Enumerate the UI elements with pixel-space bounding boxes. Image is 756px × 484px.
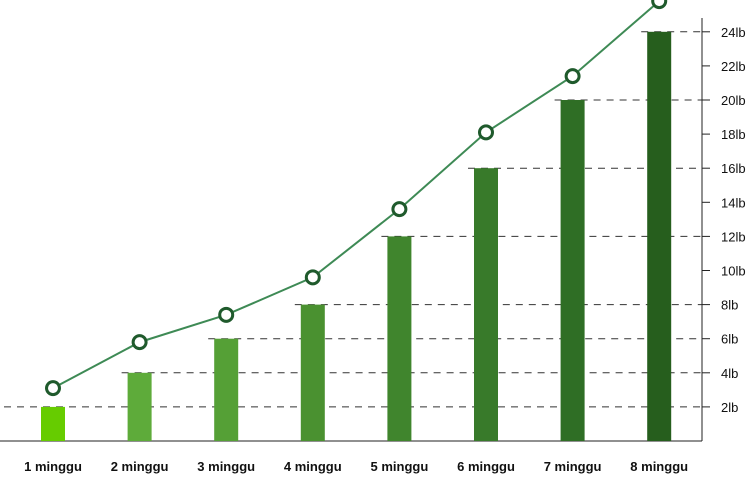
bar-8 xyxy=(647,31,672,442)
y-tick-label: 6lb xyxy=(721,332,738,347)
line-point-4 xyxy=(304,269,321,286)
x-tick-label: 2 minggu xyxy=(111,459,169,474)
x-tick-label: 8 minggu xyxy=(630,459,688,474)
y-tick-label: 22lb xyxy=(721,59,746,74)
x-tick-label: 3 minggu xyxy=(197,459,255,474)
y-tick-label: 20lb xyxy=(721,93,746,108)
bar-4 xyxy=(300,304,325,441)
line-point-2 xyxy=(131,334,148,351)
y-tick-label: 12lb xyxy=(721,229,746,244)
line-point-8 xyxy=(651,0,668,10)
line-point-6 xyxy=(478,124,494,141)
bar-6 xyxy=(474,168,498,441)
bar-series xyxy=(41,31,672,442)
y-tick-label: 8lb xyxy=(721,298,738,313)
y-tick-label: 18lb xyxy=(721,127,746,142)
x-tick-label: 6 minggu xyxy=(457,459,515,474)
line-point-3 xyxy=(218,306,235,323)
bar-5 xyxy=(387,236,412,441)
bar-1 xyxy=(41,406,65,441)
y-tick-label: 4lb xyxy=(721,366,738,381)
trend-line xyxy=(52,0,660,390)
bar-2 xyxy=(127,372,152,441)
line-point-7 xyxy=(564,68,581,85)
y-tick-label: 16lb xyxy=(721,161,746,176)
x-tick-label: 4 minggu xyxy=(284,459,342,474)
y-tick-label: 14lb xyxy=(721,195,746,210)
x-tick-label: 1 minggu xyxy=(24,459,82,474)
line-series xyxy=(45,0,668,397)
bar-7 xyxy=(560,100,585,441)
x-axis-labels: 1 minggu 2 minggu 3 minggu 4 minggu 5 minggu… xyxy=(24,459,688,474)
y-tick-label: 2lb xyxy=(721,400,738,415)
y-tick-label: 24lb xyxy=(721,25,746,40)
y-tick-label: 10lb xyxy=(721,264,746,279)
bar-3 xyxy=(214,338,239,441)
line-point-1 xyxy=(45,380,61,397)
y-axis-right: 2lb 4lb 6lb 8lb 10lb 12lb 14lb 16lb 18lb 20lb 22lb… xyxy=(701,18,746,441)
x-tick-label: 5 minggu xyxy=(371,459,429,474)
line-point-5 xyxy=(391,201,408,218)
guide-lines xyxy=(0,31,702,442)
x-tick-label: 7 minggu xyxy=(544,459,602,474)
